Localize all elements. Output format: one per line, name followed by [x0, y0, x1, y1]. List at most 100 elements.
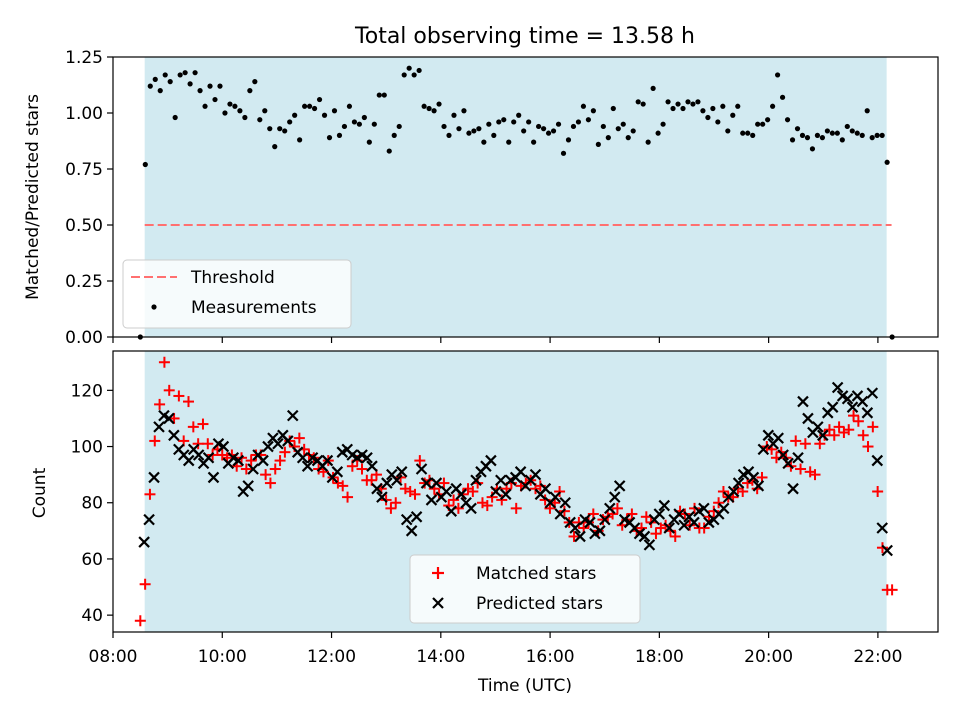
matched-star-point: [163, 384, 175, 396]
matched-star-point: [356, 463, 368, 475]
measurement-point: [665, 99, 671, 105]
matched-star-point: [467, 486, 479, 497]
predicted-star-point: [727, 485, 740, 498]
top-ytick-label: 1.00: [65, 104, 103, 124]
measurement-point: [755, 121, 761, 127]
matched-star-point: [790, 435, 802, 447]
matched-star-point: [669, 530, 681, 542]
bottom-x-ticks: 08:00 10:00 12:00 14:00 16:00 18:00 20:00 22:00: [89, 632, 902, 667]
bottom-ytick-label: 120: [71, 381, 103, 401]
predicted-star-point: [495, 474, 507, 487]
top-measurements: [137, 65, 895, 340]
predicted-star-point: [470, 474, 482, 487]
predicted-star-point: [153, 421, 165, 433]
matched-star-point: [481, 500, 493, 512]
matched-star-point: [158, 356, 170, 368]
matched-star-point: [337, 480, 349, 492]
measurement-point: [471, 128, 477, 134]
predicted-star-point: [608, 491, 621, 503]
measurement-point: [700, 108, 706, 114]
matched-star-point: [814, 438, 826, 450]
measurement-point: [152, 76, 158, 82]
measurement-point: [600, 123, 606, 130]
measurement-point: [725, 128, 731, 134]
predicted-star-point: [574, 530, 586, 543]
matched-star-point: [886, 584, 898, 596]
measurement-point: [187, 81, 193, 87]
bottom-legend-box: [409, 554, 641, 624]
predicted-star-point: [301, 460, 314, 472]
matched-star-point: [828, 429, 840, 441]
predicted-star-point: [490, 485, 502, 498]
measurement-point: [705, 114, 711, 121]
predicted-star-point: [529, 468, 542, 481]
predicted-star-point: [485, 454, 497, 467]
legend-predicted-label: Predicted stars: [476, 594, 603, 614]
measurement-point: [784, 117, 791, 123]
measurement-point: [192, 70, 198, 76]
matched-star-point: [496, 494, 508, 506]
matched-star-point: [799, 438, 811, 450]
bottom-panel: 40 60 80 100 120 08:00 10:00 12:00 14:00 16:00 18…: [30, 350, 939, 696]
measurement-point: [854, 130, 860, 136]
predicted-star-point: [604, 502, 616, 515]
measurement-point: [376, 92, 382, 98]
predicted-star-point: [286, 409, 299, 422]
measurement-point: [690, 101, 696, 107]
predicted-star-point: [465, 502, 477, 515]
measurement-point: [406, 65, 412, 71]
top-ylabel: Matched/Predicted stars: [23, 94, 43, 300]
matched-star-point: [823, 424, 835, 436]
matched-star-point: [843, 424, 855, 436]
predicted-star-point: [866, 387, 879, 399]
measurement-point: [799, 132, 806, 138]
measurement-point: [162, 72, 168, 78]
measurement-point: [361, 114, 367, 121]
measurement-point: [451, 112, 457, 118]
measurement-point: [302, 103, 308, 109]
predicted-star-point: [772, 432, 784, 444]
predicted-star-point: [440, 485, 453, 498]
legend-threshold-label: Threshold: [190, 268, 275, 288]
measurement-point: [789, 137, 796, 143]
measurement-point: [521, 128, 527, 134]
predicted-star-point: [717, 502, 730, 515]
measurement-point: [635, 99, 641, 105]
predicted-star-point: [826, 401, 839, 413]
matched-star-point: [414, 455, 426, 467]
measurement-point: [396, 123, 402, 130]
predicted-star-point: [747, 471, 760, 484]
measurement-point: [695, 99, 701, 105]
predicted-star-point: [757, 443, 770, 456]
matched-star-point: [650, 528, 662, 540]
predicted-star-point: [831, 381, 844, 394]
bottom-xtick-label: 12:00: [307, 647, 356, 667]
measurement-point: [476, 126, 482, 132]
predicted-star-point: [192, 449, 205, 461]
legend-measurements-label: Measurements: [191, 298, 317, 318]
measurement-point: [426, 105, 432, 112]
bottom-legend: Matched stars Predicted stars: [409, 554, 641, 624]
predicted-star-point: [381, 477, 393, 489]
measurement-point: [580, 103, 587, 109]
measurement-point: [675, 101, 681, 107]
matched-star-point: [698, 522, 710, 534]
top-y-ticks: 0.00 0.25 0.50 0.75 1.00 1.25: [65, 48, 113, 348]
measurement-point: [516, 112, 522, 118]
measurement-point: [456, 126, 462, 132]
predicted-star-point: [182, 454, 195, 467]
measurement-point: [560, 150, 567, 156]
measurement-point: [720, 103, 726, 109]
predicted-star-point: [148, 471, 160, 484]
measurement-point: [496, 119, 502, 125]
predicted-star-point: [876, 522, 889, 534]
measurement-point: [277, 126, 283, 132]
measurement-point: [834, 130, 840, 136]
matched-star-point: [197, 418, 209, 430]
measurement-point: [207, 83, 213, 89]
measurement-point: [202, 103, 208, 109]
predicted-star-point: [296, 452, 309, 464]
matched-star-point: [833, 421, 845, 433]
matched-star-point: [264, 477, 276, 489]
predicted-star-point: [584, 516, 596, 529]
